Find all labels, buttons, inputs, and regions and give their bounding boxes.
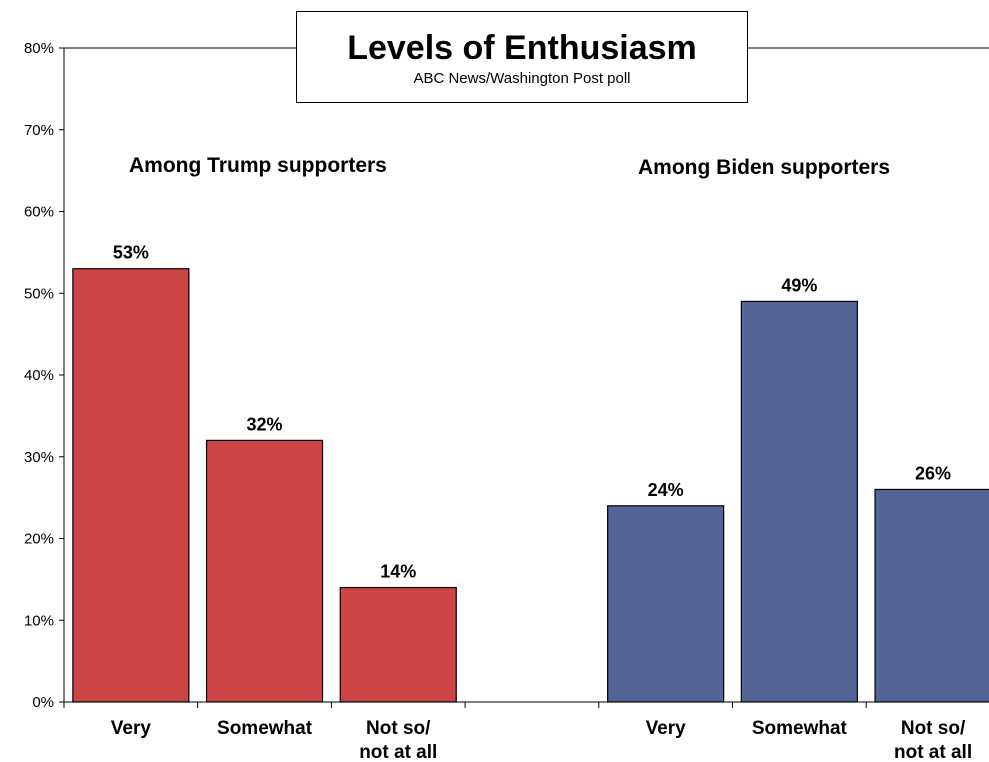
y-tick-label: 50% <box>24 285 54 302</box>
category-label: Very <box>646 718 687 739</box>
y-tick-label: 10% <box>24 612 54 629</box>
category-label: Somewhat <box>217 718 313 739</box>
category-label: Somewhat <box>752 718 848 739</box>
group-label-biden: Among Biden supporters <box>638 156 891 179</box>
y-tick-label: 60% <box>24 204 54 221</box>
group-label-trump: Among Trump supporters <box>129 154 387 177</box>
bar-value-label: 26% <box>915 463 951 483</box>
bar <box>740 300 858 703</box>
bar-value-label: 53% <box>113 243 149 263</box>
y-tick-label: 0% <box>32 694 54 711</box>
bar <box>72 268 190 703</box>
category-label: Not so/not at all <box>894 718 972 762</box>
y-tick-label: 20% <box>24 531 54 548</box>
chart-subtitle: ABC News/Washington Post poll <box>413 70 631 87</box>
bar-value-label: 49% <box>781 275 817 295</box>
y-tick-label: 70% <box>24 122 54 139</box>
bar <box>874 488 989 703</box>
title-box: Levels of Enthusiasm ABC News/Washington… <box>296 11 748 103</box>
bar <box>607 505 725 703</box>
bar <box>205 439 324 703</box>
bar <box>339 586 457 703</box>
category-label: Very <box>111 718 152 739</box>
y-tick-label: 30% <box>24 449 54 466</box>
bar-value-label: 14% <box>380 562 416 582</box>
y-tick-label: 40% <box>24 367 54 384</box>
category-label: Not so/not at all <box>359 718 437 762</box>
bar-value-label: 32% <box>247 414 283 434</box>
chart-title: Levels of Enthusiasm <box>347 29 697 67</box>
y-tick-label: 80% <box>24 40 54 57</box>
bar-value-label: 24% <box>648 480 684 500</box>
